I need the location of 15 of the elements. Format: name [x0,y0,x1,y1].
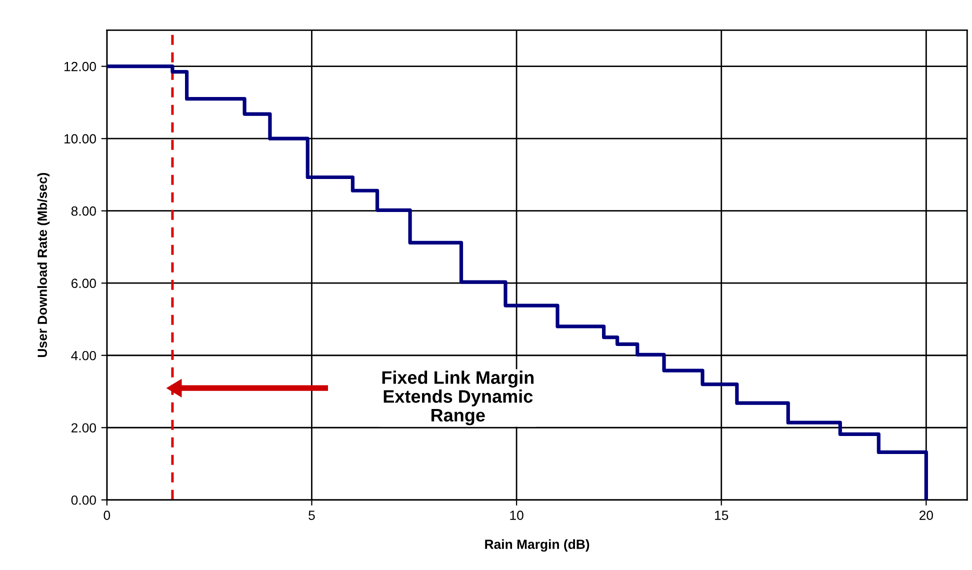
y-axis-title: User Download Rate (Mb/sec) [37,172,50,357]
x-tick-label: 0 [104,510,110,520]
x-axis-title: Rain Margin (dB) [485,539,590,552]
y-tick-label: 12.00 [64,62,96,72]
annotation: Fixed Link Margin Extends Dynamic Range [382,370,534,426]
x-tick-label: 10 [510,510,524,520]
y-tick-label: 8.00 [71,206,96,216]
x-tick-label: 15 [715,510,728,520]
y-tick-label: 0.00 [71,495,96,505]
x-tick-label: 20 [920,510,933,520]
y-tick-label: 2.00 [71,423,96,433]
x-tick-label: 5 [308,510,315,520]
y-tick-label: 4.00 [71,350,96,360]
y-tick-label: 6.00 [71,278,96,288]
y-tick-label: 10.00 [64,134,96,144]
